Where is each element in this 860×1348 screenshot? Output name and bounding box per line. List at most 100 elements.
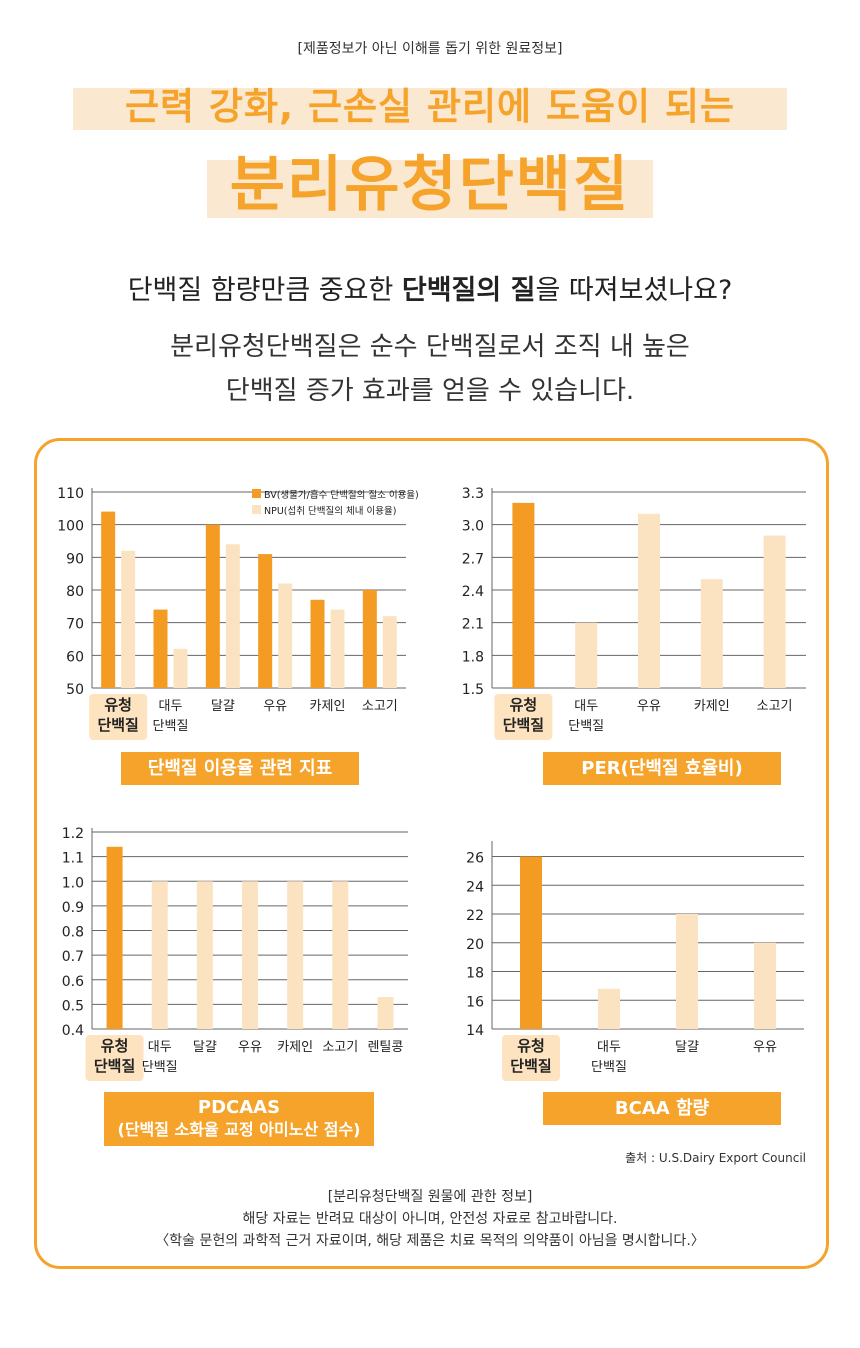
bar (242, 881, 258, 1029)
question-bold: 단백질의 질 (401, 275, 536, 306)
bar (151, 881, 168, 1029)
x-tick-label: 우유 (753, 1040, 777, 1055)
y-tick-label: 3.3 (462, 486, 484, 502)
x-tick-label: 단백질 (591, 1060, 627, 1075)
bar (225, 544, 240, 688)
y-tick-label: 18 (466, 966, 484, 982)
x-tick-label: 단백질 (94, 1057, 135, 1075)
bar (332, 881, 349, 1029)
x-tick-label: 우유 (637, 699, 661, 714)
x-tick-label: 단백질 (568, 719, 604, 734)
highlight-box (89, 694, 148, 740)
bar (638, 513, 660, 688)
footer-line-3: 〈학술 문헌의 과학적 근거 자료이며, 해당 제품은 치료 목적의 의약품이 … (155, 1233, 705, 1249)
bar (377, 996, 394, 1029)
bar (196, 881, 213, 1029)
bar (362, 590, 377, 688)
legend-swatch (252, 505, 261, 514)
footer-line-2: 해당 자료는 반려묘 대상이 아니며, 안전성 자료로 참고바랍니다. (242, 1211, 618, 1227)
y-tick-label: 1.5 (462, 682, 484, 698)
x-tick-label: 단백질 (97, 716, 138, 734)
y-tick-label: 80 (66, 584, 84, 600)
y-tick-label: 1.8 (462, 649, 484, 665)
x-tick-label: 달걀 (211, 699, 235, 714)
x-tick-label: 단백질 (153, 719, 189, 734)
highlight-box (85, 1035, 144, 1081)
x-tick-label: 대두 (574, 699, 598, 714)
x-tick-label: 카제인 (277, 1040, 313, 1055)
question-heading: 단백질 함량만큼 중요한 단백질의 질을 따져보셨나요? (0, 268, 860, 307)
x-tick-label: 유청 (104, 696, 132, 714)
title-line-1: 근력 강화, 근손실 관리에 도움이 되는 (124, 85, 736, 128)
x-tick-label: 소고기 (757, 699, 793, 714)
bar (258, 554, 273, 688)
pdcaas-subtitle: (단백질 소화율 교정 아미노산 점수) (117, 1120, 361, 1139)
chart-title-per: PER(단백질 효율비) (543, 752, 781, 785)
y-tick-label: 60 (66, 649, 84, 665)
x-tick-label: 유청 (517, 1037, 545, 1055)
charts-panel (34, 438, 829, 1269)
title-band-2 (207, 160, 653, 218)
y-tick-label: 20 (466, 937, 484, 953)
y-tick-label: 90 (66, 551, 84, 567)
x-tick-label: 소고기 (322, 1040, 358, 1055)
bar (700, 579, 723, 688)
bar (173, 648, 188, 688)
legend-label: BV(생물가/흡수 단백질의 질소 이용율) (264, 489, 419, 501)
y-tick-label: 16 (466, 994, 484, 1010)
bar (205, 524, 220, 688)
y-tick-label: 100 (57, 519, 84, 535)
bar (101, 511, 116, 688)
y-tick-label: 1.1 (62, 851, 84, 867)
x-tick-label: 대두 (148, 1040, 172, 1055)
x-tick-label: 대두 (597, 1040, 621, 1055)
x-tick-label: 유청 (101, 1037, 129, 1055)
y-tick-label: 22 (466, 908, 484, 924)
bar (754, 942, 776, 1029)
y-tick-label: 0.6 (62, 974, 84, 990)
y-tick-label: 14 (466, 1023, 484, 1039)
bar (575, 622, 598, 688)
y-tick-label: 70 (66, 617, 84, 633)
x-tick-label: 카제인 (310, 699, 346, 714)
y-tick-label: 1.2 (62, 826, 84, 842)
bar (382, 616, 397, 688)
y-tick-label: 0.5 (62, 998, 84, 1014)
bar (121, 550, 136, 688)
y-tick-label: 0.4 (62, 1023, 84, 1039)
x-tick-label: 단백질 (510, 1057, 551, 1075)
question-pre: 단백질 함량만큼 중요한 (127, 275, 402, 306)
y-tick-label: 0.7 (62, 949, 84, 965)
bar (310, 599, 325, 688)
highlight-box (494, 694, 553, 740)
x-tick-label: 렌틸콩 (367, 1040, 403, 1055)
y-tick-label: 110 (57, 486, 84, 502)
bar (106, 846, 123, 1029)
title-band-1 (73, 88, 787, 130)
bar (153, 609, 168, 688)
x-tick-label: 카제인 (694, 699, 730, 714)
title-line-2: 분리유청단백질 (229, 150, 631, 220)
x-tick-label: 단백질 (142, 1060, 178, 1075)
bar (676, 914, 698, 1029)
y-tick-label: 3.0 (462, 519, 484, 535)
bar (598, 988, 620, 1029)
bar (763, 535, 786, 688)
chart-title-pdcaas: PDCAAS (단백질 소화율 교정 아미노산 점수) (104, 1092, 374, 1146)
x-tick-label: 우유 (263, 699, 287, 714)
footer-line-1: [분리유청단백질 원물에 관한 정보] (327, 1189, 533, 1205)
description-line-2: 단백질 증가 효과를 얻을 수 있습니다. (225, 376, 635, 406)
y-tick-label: 24 (466, 879, 484, 895)
notice-text: [제품정보가 아닌 이해를 돕기 위한 원료정보] (297, 41, 563, 57)
legend-swatch (252, 489, 261, 498)
question-post: 을 따져보셨나요? (535, 275, 733, 306)
x-tick-label: 우유 (238, 1040, 262, 1055)
y-tick-label: 2.1 (462, 617, 484, 633)
x-tick-label: 소고기 (362, 699, 398, 714)
legend-label: NPU(섭취 단백질의 체내 이용율) (264, 505, 396, 517)
source-credit: 출처 : U.S.Dairy Export Council (625, 1151, 806, 1165)
y-tick-label: 50 (66, 682, 84, 698)
x-tick-label: 대두 (159, 699, 183, 714)
y-tick-label: 0.9 (62, 900, 84, 916)
